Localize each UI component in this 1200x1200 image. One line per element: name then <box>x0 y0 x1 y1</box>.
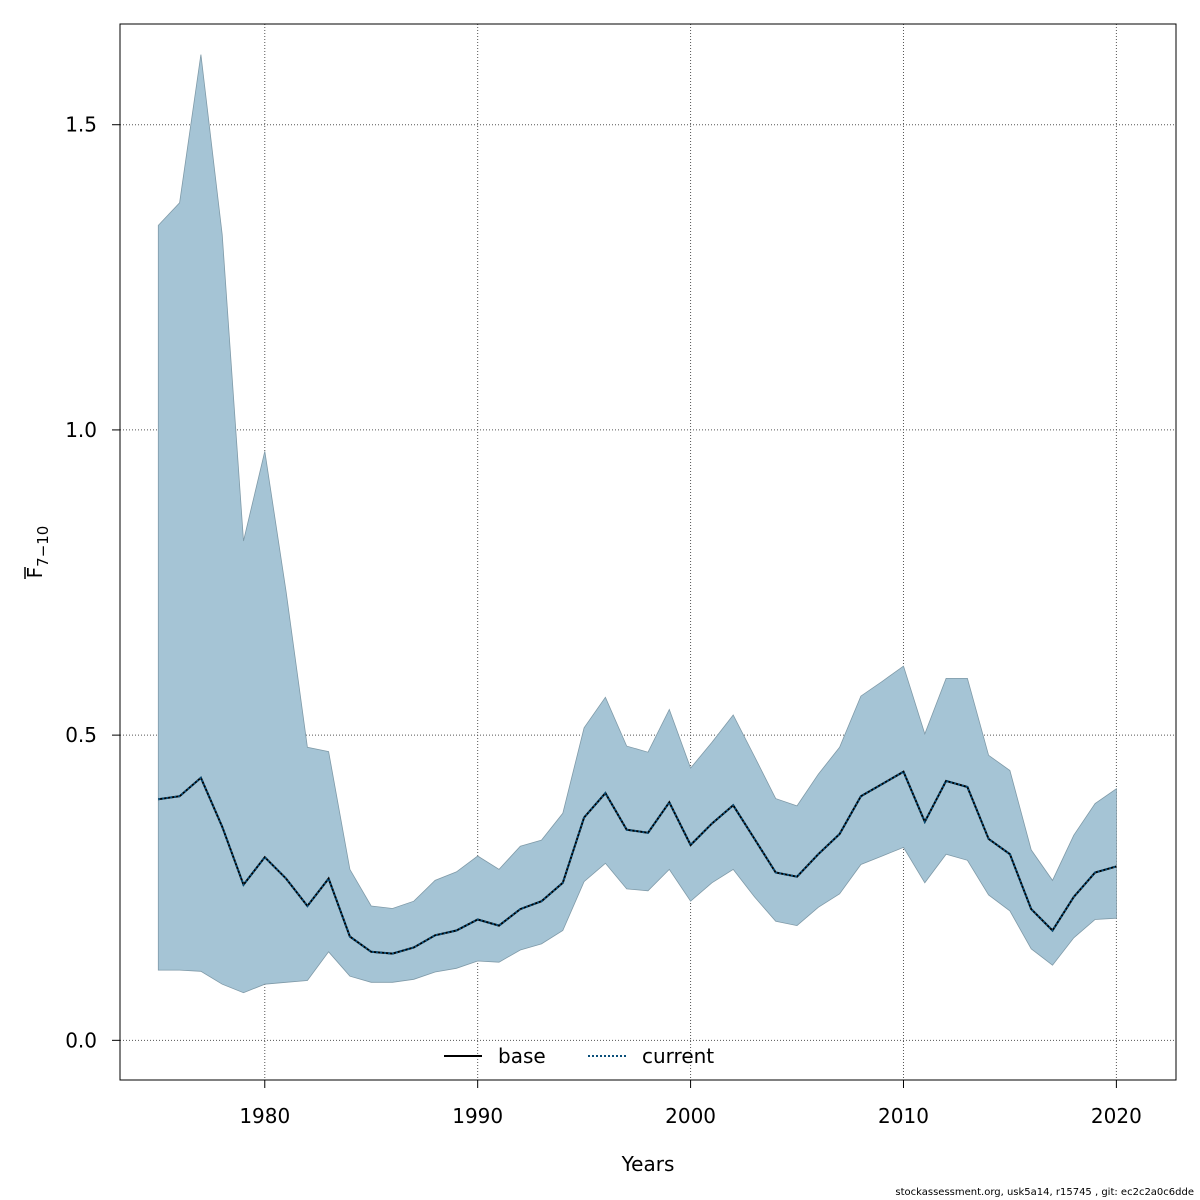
x-axis: 1980 1990 2000 2010 2020 <box>239 1080 1142 1128</box>
x-tick-label: 1980 <box>239 1104 290 1128</box>
y-tick-label: 1.5 <box>65 113 97 137</box>
svg-text:F7−10: F7−10 <box>23 526 52 579</box>
y-axis-title-sub: 7−10 <box>34 526 52 567</box>
legend-label-base: base <box>498 1044 546 1068</box>
x-tick-label: 2010 <box>878 1104 929 1128</box>
legend: base current <box>444 1044 714 1068</box>
y-tick-label: 0.0 <box>65 1028 97 1052</box>
series-lines <box>158 770 1117 955</box>
confidence-band-area <box>157 54 1117 994</box>
x-tick-label: 2020 <box>1091 1104 1142 1128</box>
confidence-band <box>157 54 1117 994</box>
x-tick-label: 2000 <box>665 1104 716 1128</box>
footer-note: stockassessment.org, usk5a14, r15745 , g… <box>895 1187 1194 1198</box>
y-axis: 0.0 0.5 1.0 1.5 <box>65 113 120 1052</box>
y-tick-label: 1.0 <box>65 418 97 442</box>
series-line-current <box>158 770 1117 955</box>
y-axis-title-main: F <box>23 567 47 579</box>
x-axis-title: Years <box>621 1152 675 1176</box>
x-tick-label: 1990 <box>452 1104 503 1128</box>
plot-frame <box>119 23 1177 1081</box>
y-axis-title: F7−10 <box>23 526 52 579</box>
y-tick-label: 0.5 <box>65 723 97 747</box>
legend-label-current: current <box>642 1044 714 1068</box>
